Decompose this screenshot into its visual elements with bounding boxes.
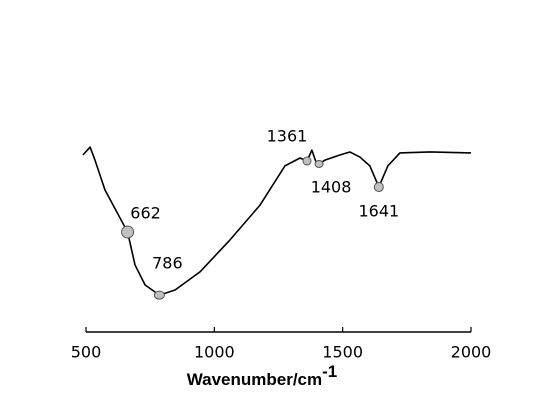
peak-label: 1408 [311,178,352,197]
x-tick-label: 1000 [194,343,235,362]
peak-marker [153,290,165,300]
x-tick-label: 1500 [322,343,363,362]
x-tick-label: 500 [71,343,102,362]
peak-marker [121,225,135,239]
peak-marker [373,182,384,192]
x-axis-label-text: Wavenumber/cm [187,370,322,389]
x-axis-label-sup: -1 [322,362,337,381]
peak-marker [302,156,312,166]
peak-marker [314,160,324,169]
x-tick-label: 2000 [451,343,492,362]
x-axis-label: Wavenumber/cm-1 [187,362,338,389]
peak-label: 786 [152,254,183,273]
peak-label: 1641 [358,202,399,221]
peak-label: 662 [130,204,161,223]
peak-label: 1361 [267,127,308,146]
